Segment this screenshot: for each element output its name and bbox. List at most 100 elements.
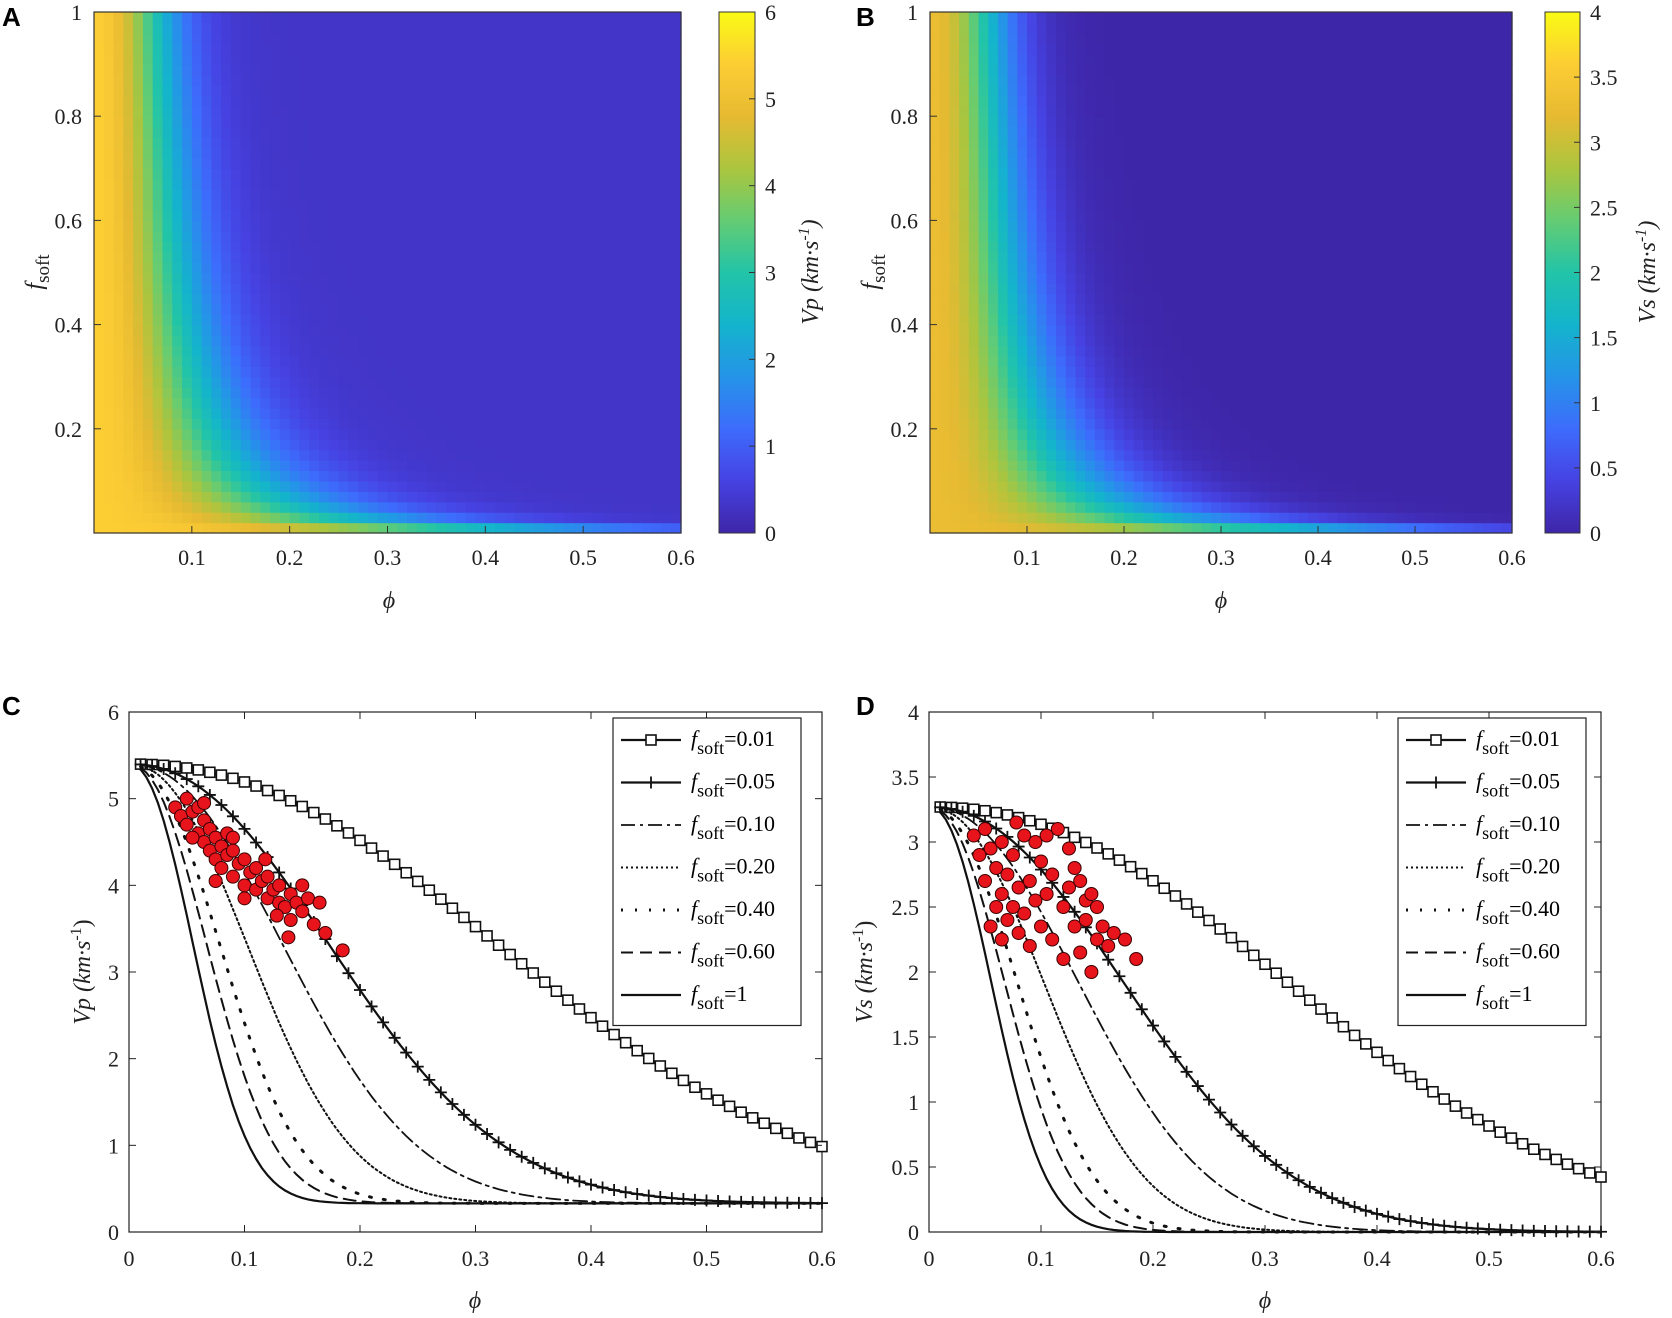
- heatmap-cell: [94, 501, 105, 513]
- heatmap-cell: [172, 220, 183, 232]
- heatmap-cell: [133, 43, 144, 55]
- heatmap-cell: [201, 147, 212, 159]
- heatmap-cell: [240, 314, 252, 326]
- heatmap-cell: [289, 428, 301, 440]
- heatmap-cell: [1240, 64, 1251, 76]
- heatmap-cell: [328, 189, 340, 201]
- heatmap-cell: [358, 345, 369, 357]
- heatmap-cell: [1114, 282, 1125, 294]
- heatmap-cell: [230, 64, 242, 76]
- heatmap-cell: [230, 480, 242, 492]
- heatmap-cell: [397, 439, 408, 451]
- heatmap-cell: [1104, 116, 1115, 128]
- heatmap-cell: [1027, 439, 1038, 451]
- heatmap-cell: [592, 53, 604, 65]
- heatmap-cell: [930, 491, 941, 503]
- heatmap-cell: [1230, 168, 1241, 180]
- heatmap-cell: [1133, 314, 1144, 326]
- heatmap-cell: [1065, 199, 1077, 211]
- heatmap-cell: [1104, 303, 1115, 315]
- heatmap-cell: [612, 428, 623, 440]
- heatmap-cell: [968, 324, 980, 336]
- heatmap-cell: [651, 147, 663, 159]
- heatmap-cell: [348, 376, 359, 388]
- heatmap-cell: [485, 501, 496, 513]
- heatmap-cell: [319, 64, 330, 76]
- heatmap-cell: [504, 209, 516, 221]
- heatmap-cell: [988, 53, 999, 65]
- heatmap-cell: [455, 220, 467, 232]
- heatmap-cell: [123, 460, 134, 472]
- heatmap-cell: [172, 64, 183, 76]
- heatmap-cell: [1017, 22, 1028, 34]
- heatmap-cell: [387, 189, 398, 201]
- heatmap-cell: [1211, 512, 1222, 524]
- heatmap-cell: [279, 251, 291, 263]
- heatmap-cell: [279, 230, 291, 242]
- heatmap-cell: [182, 137, 193, 149]
- heatmap-cell: [338, 449, 349, 461]
- heatmap-cell: [1250, 407, 1261, 419]
- heatmap-cell: [1221, 512, 1232, 524]
- heatmap-cell: [612, 251, 623, 263]
- heatmap-cell: [377, 335, 389, 347]
- heatmap-cell: [1162, 439, 1174, 451]
- heatmap-cell: [133, 512, 144, 524]
- heatmap-cell: [1279, 428, 1290, 440]
- heatmap-cell: [162, 522, 173, 534]
- heatmap-cell: [573, 314, 584, 326]
- heatmap-cell: [661, 84, 672, 96]
- heatmap-cell: [1007, 147, 1018, 159]
- heatmap-cell: [1036, 418, 1047, 430]
- heatmap-cell: [1172, 116, 1183, 128]
- heatmap-cell: [416, 366, 428, 378]
- heatmap-cell: [1065, 512, 1077, 524]
- heatmap-cell: [495, 293, 506, 305]
- heatmap-cell: [939, 501, 950, 513]
- heatmap-cell: [172, 449, 183, 461]
- heatmap-cell: [949, 126, 960, 138]
- heatmap-cell: [651, 418, 663, 430]
- heatmap-cell: [1250, 137, 1261, 149]
- heatmap-cell: [514, 168, 526, 180]
- heatmap-cell: [407, 366, 418, 378]
- heatmap-cell: [1250, 397, 1261, 409]
- heatmap-cell: [997, 293, 1009, 305]
- heatmap-cell: [367, 53, 379, 65]
- heatmap-cell: [299, 12, 310, 24]
- heatmap-cell: [113, 428, 124, 440]
- heatmap-cell: [1114, 272, 1125, 284]
- heatmap-cell: [959, 105, 970, 117]
- heatmap-cell: [485, 168, 496, 180]
- heatmap-cell: [939, 428, 950, 440]
- heatmap-cell: [1288, 303, 1300, 315]
- heatmap-cell: [1269, 43, 1280, 55]
- heatmap-cell: [573, 137, 584, 149]
- heatmap-cell: [152, 147, 164, 159]
- heatmap-cell: [94, 168, 105, 180]
- heatmap-cell: [485, 314, 496, 326]
- heatmap-cell: [123, 480, 134, 492]
- heatmap-cell: [1182, 324, 1193, 336]
- heatmap-cell: [377, 209, 389, 221]
- heatmap-cell: [485, 178, 496, 190]
- heatmap-cell: [319, 324, 330, 336]
- heatmap-cell: [671, 314, 682, 326]
- heatmap-cell: [939, 209, 950, 221]
- heatmap-cell: [573, 157, 584, 169]
- heatmap-cell: [446, 137, 457, 149]
- heatmap-cell: [1094, 407, 1106, 419]
- heatmap-cell: [309, 95, 320, 107]
- heatmap-cell: [1075, 220, 1086, 232]
- heatmap-cell: [651, 522, 663, 534]
- heatmap-cell: [592, 314, 604, 326]
- heatmap-cell: [1162, 335, 1174, 347]
- heatmap-cell: [211, 522, 222, 534]
- heatmap-cell: [309, 522, 320, 534]
- heatmap-cell: [230, 116, 242, 128]
- heatmap-cell: [338, 178, 349, 190]
- heatmap-cell: [1027, 220, 1038, 232]
- heatmap-cell: [622, 355, 633, 367]
- heatmap-cell: [1017, 12, 1028, 24]
- heatmap-cell: [1065, 32, 1077, 44]
